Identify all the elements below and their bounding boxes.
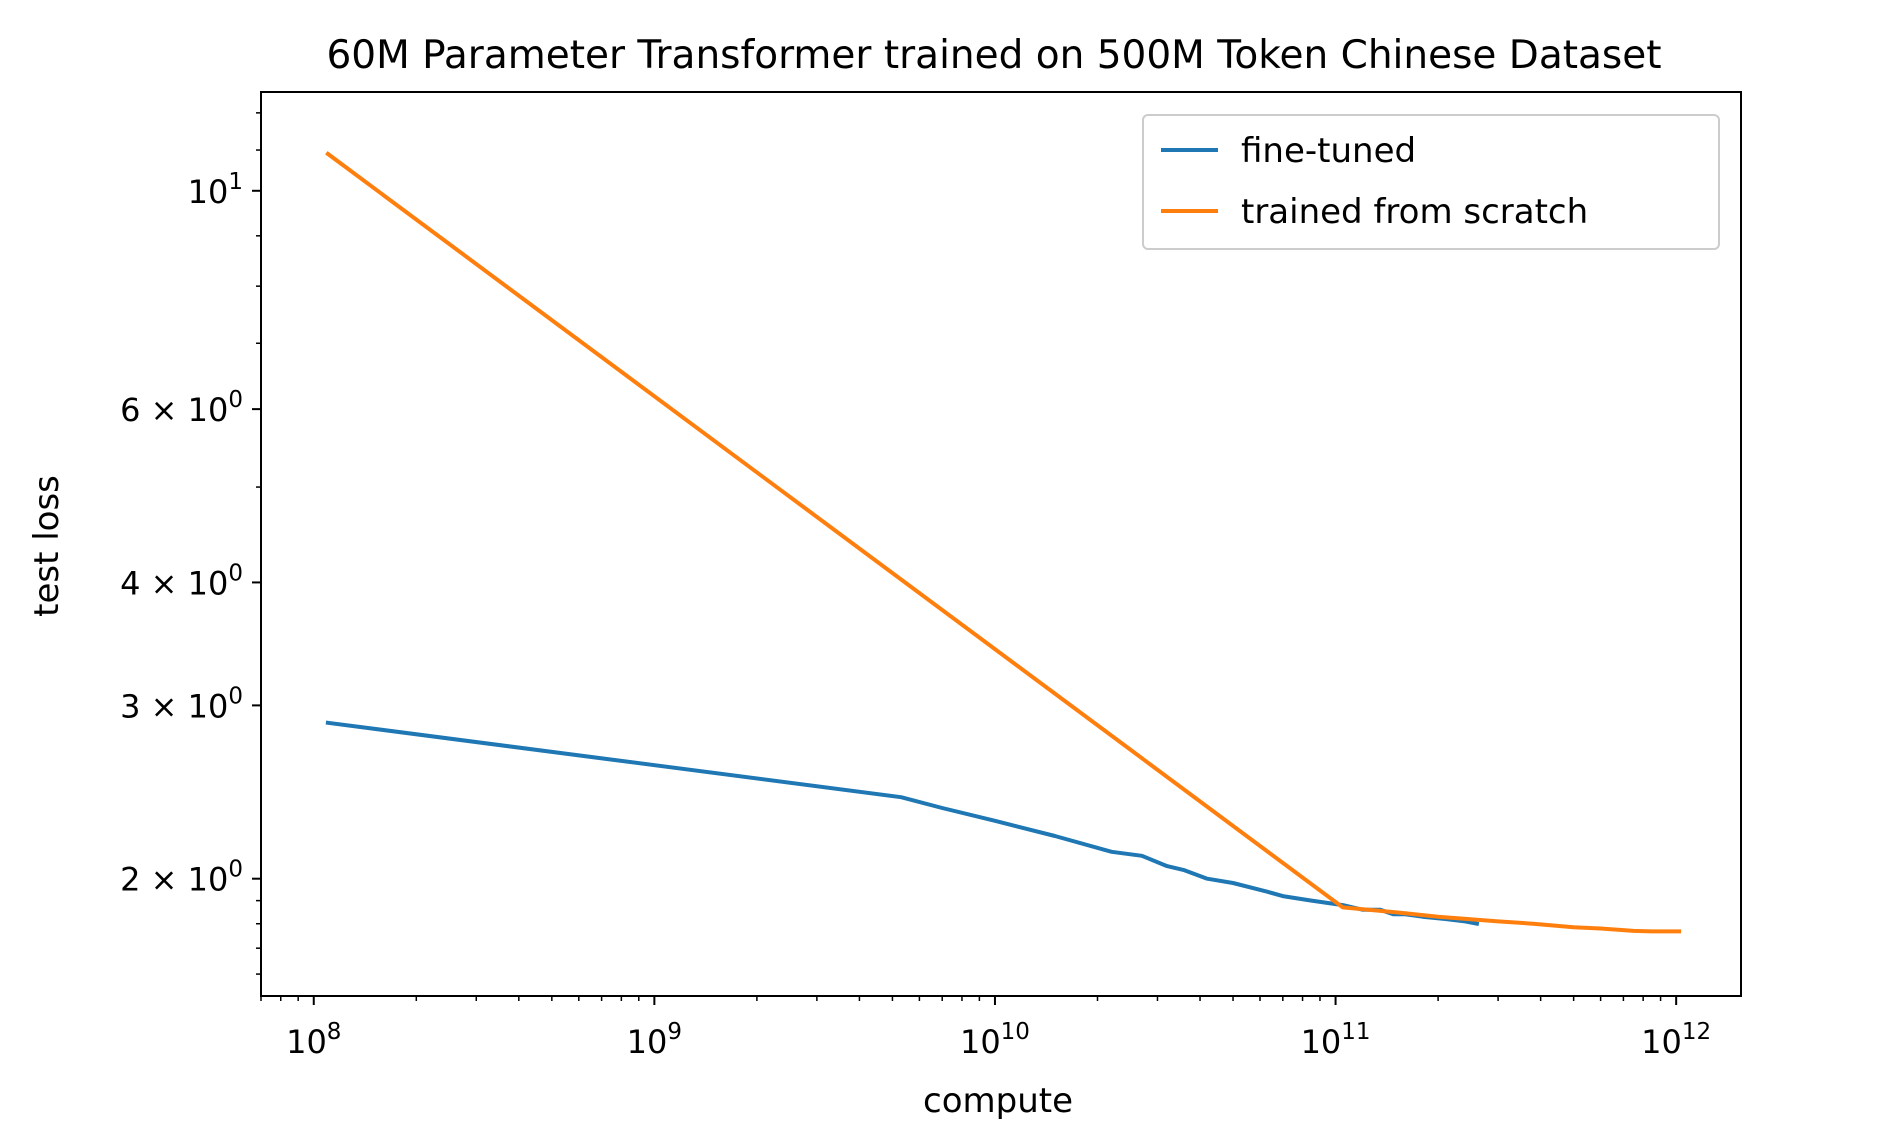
legend-label-1: trained from scratch xyxy=(1241,192,1588,232)
legend-frame xyxy=(1142,114,1720,250)
x-tick-label-4: 1012 xyxy=(1641,1019,1711,1061)
series-line-1 xyxy=(325,151,1682,934)
y-axis-label: test loss xyxy=(27,475,67,617)
legend: fine-tuned trained from scratch xyxy=(1142,114,1720,250)
y-tick-label-4: 2 × 100 xyxy=(120,857,243,899)
chart-title: 60M Parameter Transformer trained on 500… xyxy=(326,33,1661,78)
y-tick-label-0: 101 xyxy=(188,169,243,211)
plot-frame xyxy=(260,91,1742,997)
y-axis-ticks: 101 6 × 100 4 × 100 3 × 100 2 × 100 xyxy=(120,112,261,975)
x-tick-label-0: 108 xyxy=(286,1019,341,1061)
plot-area xyxy=(260,91,1742,997)
x-tick-label-1: 109 xyxy=(627,1019,682,1061)
y-tick-label-2: 4 × 100 xyxy=(120,560,243,602)
x-axis-label: compute xyxy=(923,1081,1073,1121)
x-tick-label-3: 1011 xyxy=(1301,1019,1371,1061)
series-line-0 xyxy=(325,720,1480,927)
series-lines xyxy=(325,151,1682,934)
legend-label-0: fine-tuned xyxy=(1241,131,1416,171)
x-axis-ticks: 108 109 1010 1011 1012 xyxy=(260,996,1711,1061)
y-tick-label-3: 3 × 100 xyxy=(120,683,243,725)
x-tick-label-2: 1010 xyxy=(960,1019,1030,1061)
y-tick-label-1: 6 × 100 xyxy=(120,387,243,429)
